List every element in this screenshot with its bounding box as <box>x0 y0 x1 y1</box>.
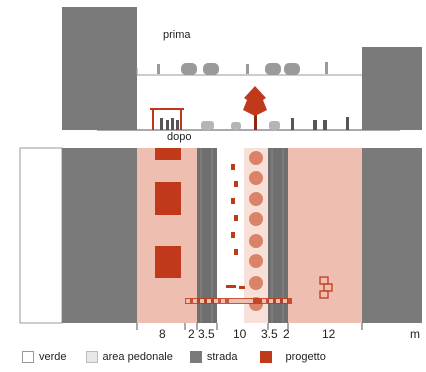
plan-building-right <box>362 148 422 323</box>
plan-pedestrian-left <box>137 148 197 323</box>
profile-before <box>136 68 362 76</box>
legend-label-road: strada <box>206 351 238 363</box>
plan-project-blocks <box>155 148 181 278</box>
plan-project-symbol <box>319 276 333 299</box>
plan-crossing <box>185 298 292 304</box>
legend-label-verde: verde <box>39 351 67 363</box>
building-left <box>62 7 137 130</box>
legend-swatch-pedestrian <box>85 351 98 363</box>
tree-icon <box>243 86 267 130</box>
legend-label-pedestrian: area pedonale <box>102 351 173 363</box>
before-figures <box>157 62 328 75</box>
dim-3.5-left: 3.5 <box>198 327 215 341</box>
unit-label: m <box>410 327 420 341</box>
scale-bar <box>136 323 363 330</box>
dim-3.5-right: 3.5 <box>261 327 278 341</box>
dim-2-left: 2 <box>188 327 195 341</box>
legend-swatch-project <box>260 351 273 363</box>
legend-swatch-road <box>189 351 202 363</box>
dim-8: 8 <box>159 327 166 341</box>
legend-label-project: progetto <box>285 351 326 363</box>
plan-building-left <box>62 148 137 323</box>
plan-green-left <box>19 147 63 324</box>
plan-trees <box>249 151 263 311</box>
plan-pedestrian-right <box>288 148 362 323</box>
plan-central-dashes <box>226 164 245 289</box>
legend-swatch-verde <box>22 351 34 363</box>
label-after: dopo <box>167 131 192 143</box>
building-right <box>362 47 422 130</box>
plan-road-right <box>268 148 288 323</box>
after-figures <box>160 117 349 130</box>
pergola <box>150 108 184 130</box>
legend: verde area pedonale strada progetto <box>22 349 326 365</box>
plan-road-left <box>197 148 217 323</box>
label-before: prima <box>163 29 191 41</box>
dim-2-right: 2 <box>283 327 290 341</box>
dim-12: 12 <box>322 327 336 341</box>
dim-10: 10 <box>233 327 247 341</box>
